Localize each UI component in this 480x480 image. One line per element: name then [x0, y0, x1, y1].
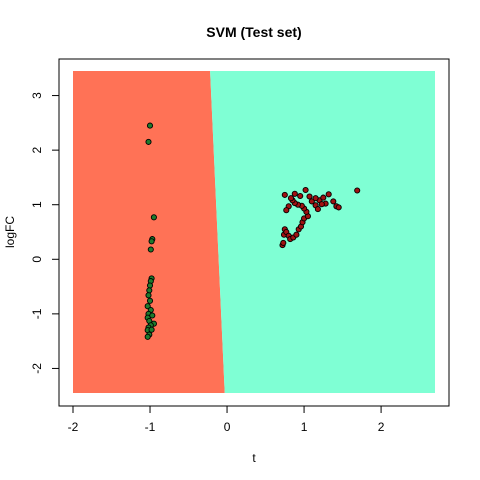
- y-axis-label: logFC: [3, 216, 17, 248]
- data-points: [144, 122, 361, 340]
- y-tick-label: 2: [30, 146, 44, 153]
- data-point-series2-9: [293, 231, 300, 238]
- data-point-series2-36: [330, 198, 337, 205]
- y-tick-label: 3: [30, 92, 44, 99]
- data-point-series2-2: [280, 239, 287, 246]
- data-point-series2-38: [335, 204, 342, 211]
- y-tick-label: -2: [30, 363, 44, 374]
- x-tick-label: 2: [378, 420, 385, 434]
- data-point-series2-21: [287, 195, 295, 202]
- data-point-series2-23: [283, 207, 290, 214]
- data-point-series2-41: [354, 187, 361, 194]
- region-right: [210, 71, 435, 393]
- data-point-series1-9: [146, 282, 154, 289]
- data-point-series1-5: [148, 238, 155, 245]
- data-point-series1-23: [148, 326, 155, 333]
- y-tick-label: 0: [30, 256, 44, 263]
- data-point-series1-10: [146, 287, 153, 294]
- data-point-series2-29: [308, 198, 315, 205]
- data-point-series1-11: [145, 292, 152, 299]
- y-axis: -2 -1 0 1 2 3: [30, 92, 60, 374]
- data-point-series2-31: [314, 206, 321, 213]
- data-point-series1-25: [144, 333, 151, 340]
- data-point-series2-28: [306, 193, 313, 200]
- x-tick-label: -2: [68, 420, 79, 434]
- data-point-series2-35: [325, 191, 332, 198]
- x-axis: -2 -1 0 1 2: [68, 405, 385, 434]
- data-point-series1-12: [146, 297, 154, 304]
- y-tick-label: -1: [30, 308, 44, 319]
- data-point-series1-13: [144, 303, 151, 310]
- decision-regions: [73, 71, 435, 393]
- data-point-series2-27: [302, 186, 309, 194]
- data-point-series2-33: [320, 194, 327, 201]
- x-axis-label: t: [252, 451, 256, 465]
- data-point-series2-25: [291, 190, 298, 197]
- x-tick-label: 1: [301, 420, 308, 434]
- data-point-series2-39: [318, 201, 325, 208]
- data-point-series2-26: [297, 192, 304, 200]
- chart-title: SVM (Test set): [206, 24, 301, 40]
- x-tick-label: -1: [145, 420, 156, 434]
- x-tick-label: 0: [224, 420, 231, 434]
- data-point-series1-6: [147, 246, 154, 253]
- data-point-series2-24: [281, 191, 288, 198]
- y-tick-label: 1: [30, 201, 44, 208]
- data-point-series1-17: [149, 312, 156, 319]
- data-point-series1-3: [150, 214, 157, 221]
- data-point-series1-2: [145, 138, 152, 145]
- data-point-series1-1: [146, 122, 154, 129]
- region-left: [73, 71, 225, 393]
- data-point-series2-40: [312, 195, 319, 202]
